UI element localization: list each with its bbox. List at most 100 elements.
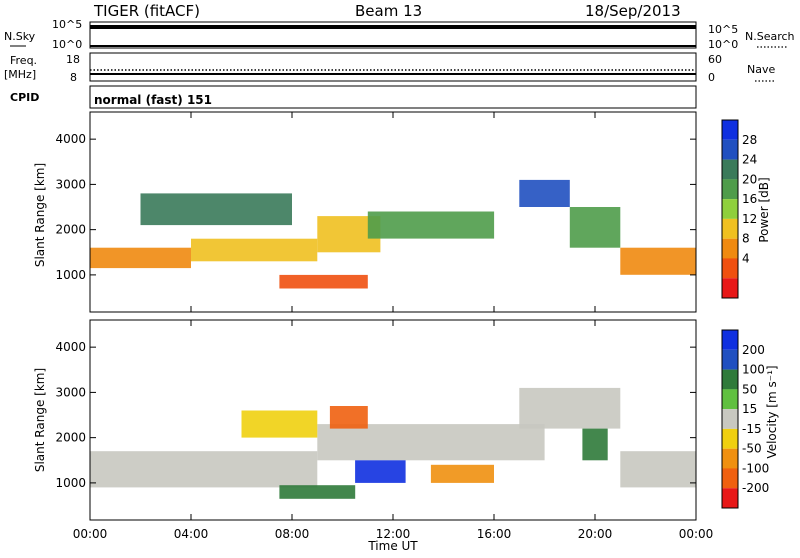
velocity-colorbar-swatch-0 — [722, 330, 738, 350]
freq-label: Freq. — [10, 54, 37, 67]
freq-tick-top: 18 — [66, 53, 80, 66]
xtick-label-0: 00:00 — [73, 527, 108, 541]
power-ytick-label-1: 2000 — [55, 223, 86, 237]
velocity-colorbar-tick-5: -50 — [742, 442, 762, 456]
velocity-colorbar-swatch-2 — [722, 369, 738, 390]
power-ytick-label-2: 3000 — [55, 177, 86, 191]
velocity-echo-band-1 — [317, 424, 545, 461]
velocity-echo-band-3 — [620, 451, 697, 488]
freq-panel-frame — [89, 52, 697, 82]
power-echo-band-4 — [367, 211, 495, 239]
power-ytick-label-0: 1000 — [55, 268, 86, 282]
velocity-colorbar-tick-0: 200 — [742, 343, 765, 357]
velocity-ytick-label-3: 4000 — [55, 340, 86, 354]
velocity-panel: 1000 2000 3000 4000 00:00 04:00 08:00 12:00 16:0… — [33, 319, 713, 553]
power-colorbar-frame — [721, 119, 739, 299]
power-colorbar-swatch-6 — [722, 238, 738, 259]
power-echo-band-1 — [191, 238, 318, 262]
power-colorbar-swatch-1 — [722, 139, 738, 160]
velocity-colorbar-tick-3: 15 — [742, 402, 757, 416]
nsearch-label: N.Search — [745, 30, 795, 43]
velocity-echo-band-2 — [519, 387, 621, 429]
velocity-ylabel: Slant Range [km] — [33, 368, 47, 472]
velocity-colorbar-frame — [721, 329, 739, 509]
velocity-colorbar-tick-6: -100 — [742, 461, 769, 475]
radar-title: TIGER (fitACF) — [93, 2, 200, 20]
power-colorbar: 28 24 20 16 12 8 4 — [721, 119, 757, 299]
velocity-echo-band-8 — [329, 406, 368, 429]
power-colorbar-tick-4: 12 — [742, 212, 757, 226]
date-label: 18/Sep/2013 — [585, 2, 681, 20]
power-colorbar-tick-0: 28 — [742, 133, 757, 147]
power-colorbar-swatch-5 — [722, 218, 738, 239]
velocity-echo-band-0 — [90, 451, 318, 488]
velocity-colorbar-swatch-6 — [722, 448, 738, 469]
velocity-echo-band-5 — [355, 460, 406, 483]
nsky-label: N.Sky — [4, 30, 36, 43]
velocity-echo-band-4 — [279, 485, 356, 499]
nsearch-trace — [90, 45, 696, 47]
xtick-label-2: 08:00 — [275, 527, 310, 541]
velocity-colorbar-tick-2: 50 — [742, 382, 757, 396]
beam-label: Beam 13 — [355, 2, 422, 20]
cpid-value: normal (fast) 151 — [94, 93, 212, 107]
velocity-colorbar-label: Velocity [m s⁻¹] — [765, 365, 779, 458]
power-echo-band-0 — [90, 247, 191, 269]
cpid-label: CPID — [10, 91, 39, 104]
power-colorbar-swatch-0 — [722, 120, 738, 140]
xtick-label-3: 12:00 — [376, 527, 411, 541]
velocity-colorbar-tick-1: 100 — [742, 363, 765, 377]
velocity-colorbar-tick-4: -15 — [742, 422, 762, 436]
cpid-panel-frame — [89, 85, 697, 109]
power-colorbar-tick-3: 16 — [742, 192, 757, 206]
velocity-echo-band-7 — [241, 410, 318, 438]
power-colorbar-tick-1: 24 — [742, 153, 757, 167]
velocity-echo-band-9 — [582, 428, 608, 461]
power-echo-band-3 — [279, 274, 368, 289]
velocity-colorbar-swatch-7 — [722, 468, 738, 489]
power-colorbar-tick-5: 8 — [742, 232, 750, 246]
nsearch-tick-bottom: 10^0 — [708, 38, 738, 51]
freq-unit: [MHz] — [4, 68, 36, 81]
velocity-colorbar-swatch-8 — [722, 488, 738, 508]
velocity-colorbar-swatch-4 — [722, 409, 738, 429]
velocity-echo-band-6 — [430, 464, 494, 483]
velocity-data-layer — [90, 387, 697, 499]
power-panel: 1000 2000 3000 4000 Slant Range [km] — [33, 111, 697, 313]
velocity-axis: 1000 2000 3000 4000 00:00 04:00 08:00 12:00 16:0… — [55, 320, 713, 541]
xtick-label-1: 04:00 — [174, 527, 209, 541]
nsky-tick-top: 10^5 — [52, 18, 82, 31]
power-colorbar-swatch-3 — [722, 179, 738, 200]
xtick-label-4: 16:00 — [477, 527, 512, 541]
velocity-ytick-label-0: 1000 — [55, 476, 86, 490]
nsearch-tick-top: 10^5 — [708, 23, 738, 36]
power-colorbar-tick-6: 4 — [742, 251, 750, 265]
xtick-label-6: 00:00 — [679, 527, 714, 541]
power-echo-band-5 — [519, 179, 570, 207]
power-data-layer — [90, 179, 697, 289]
freq-tick-bottom: 8 — [70, 71, 77, 84]
xtick-label-5: 20:00 — [578, 527, 613, 541]
power-echo-band-6 — [569, 207, 621, 248]
velocity-ytick-label-2: 3000 — [55, 385, 86, 399]
velocity-ytick-label-1: 2000 — [55, 431, 86, 445]
velocity-colorbar: 200 100 50 15 -15 -50 -100 -200 — [721, 329, 769, 509]
power-colorbar-swatch-2 — [722, 159, 738, 180]
nave-tick-top: 60 — [708, 53, 722, 66]
power-ytick-label-3: 4000 — [55, 132, 86, 146]
power-echo-band-7 — [620, 247, 697, 275]
time-axis-label: Time UT — [367, 539, 418, 553]
velocity-colorbar-swatch-3 — [722, 389, 738, 410]
power-ylabel: Slant Range [km] — [33, 163, 47, 267]
power-colorbar-tick-2: 20 — [742, 172, 757, 186]
nave-tick-bottom: 0 — [708, 71, 715, 84]
velocity-colorbar-swatch-5 — [722, 428, 738, 449]
power-colorbar-swatch-8 — [722, 278, 738, 298]
nsky-trace — [90, 25, 696, 29]
power-colorbar-swatch-4 — [722, 199, 738, 219]
power-echo-band-8 — [140, 193, 292, 226]
nsky-panel-frame — [89, 21, 697, 49]
power-axis: 1000 2000 3000 4000 — [55, 112, 697, 312]
velocity-colorbar-swatch-1 — [722, 349, 738, 370]
